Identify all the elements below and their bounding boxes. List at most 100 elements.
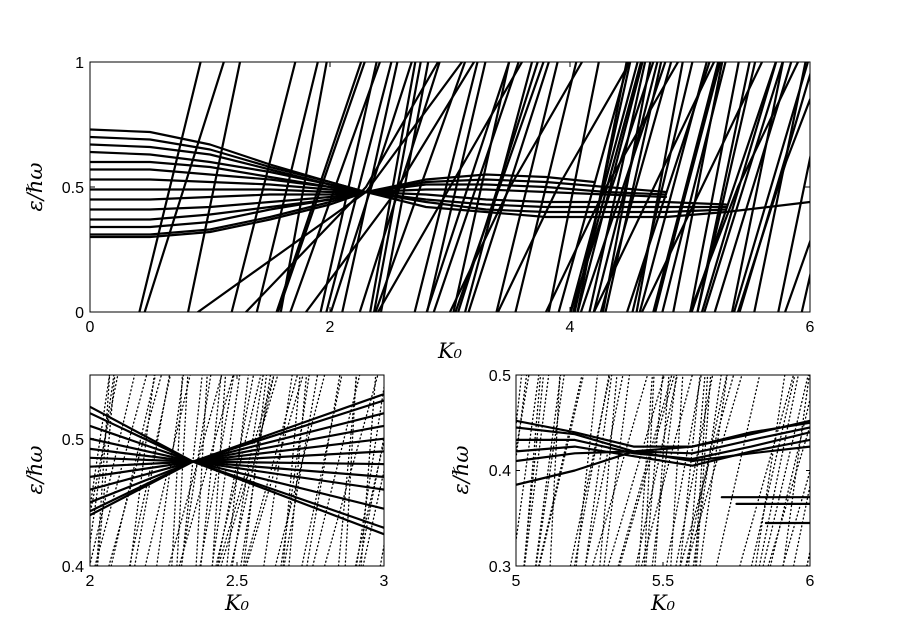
br-background-line (573, 375, 610, 566)
br-background-line (584, 375, 613, 566)
bl-xtick-0: 2 (86, 573, 95, 590)
br-background-line (523, 375, 542, 566)
bl-background-line (90, 375, 111, 513)
bl-background-line (168, 375, 223, 566)
bl-background-line (360, 375, 377, 566)
bl-background-line (358, 433, 384, 566)
top-background-line (425, 62, 511, 312)
top-background-line (820, 62, 900, 312)
top-background-line (753, 62, 807, 312)
top-background-line (579, 62, 667, 312)
top-background-line (827, 62, 881, 312)
top-series-line (90, 190, 368, 229)
top-background-line (452, 62, 511, 312)
br-background-line (638, 375, 654, 566)
top-series-line (544, 62, 680, 312)
top-series-line (90, 190, 368, 236)
top-series-line (90, 178, 368, 194)
br-series-line (516, 445, 810, 463)
br-background-line (516, 375, 528, 464)
top-xtick-0: 0 (86, 319, 95, 336)
br-background-line (569, 375, 611, 566)
bl-background-line (134, 375, 171, 566)
top-background-line (426, 62, 487, 312)
bl-xlabel: K₀ (224, 591, 250, 615)
br-series (516, 419, 810, 525)
br-background-line (685, 375, 728, 566)
top-series-line (364, 178, 668, 194)
bl-background-line (355, 383, 384, 566)
bl-xtick-1: 2.5 (226, 573, 248, 590)
top-background-line (592, 62, 659, 312)
br-background-line (534, 375, 562, 566)
bl-background-line (216, 375, 255, 566)
bl-series-line (90, 393, 384, 517)
top-series-line (364, 190, 728, 206)
br-background-line (769, 396, 810, 566)
top-series (90, 62, 810, 312)
bl-background-line (337, 375, 358, 566)
top-series-line (640, 62, 764, 312)
top-ytick-0: 0 (75, 305, 84, 322)
top-background-line (599, 62, 673, 312)
br-background-line (739, 375, 795, 566)
bl-background-line (301, 375, 343, 566)
br-background-line (679, 375, 701, 566)
top-series-line (90, 190, 368, 239)
bl-background-line (362, 467, 384, 566)
top-series-line (90, 150, 368, 194)
bl-background-line (226, 375, 249, 566)
bl-background-line (243, 375, 299, 566)
bl-background-line (180, 375, 212, 566)
top-background-line (467, 62, 550, 312)
bl-background-line (263, 375, 293, 566)
br-background-line (607, 375, 666, 566)
br-ytick-2: 0.5 (489, 368, 511, 385)
top-series-line (90, 135, 368, 194)
top-xtick-3: 6 (806, 319, 815, 336)
br-background-line (516, 375, 540, 546)
top-background-line (547, 62, 600, 312)
br-background-line (603, 375, 631, 566)
top-background-line (464, 62, 534, 312)
top-ytick-2: 1 (75, 55, 84, 72)
top-background-line (413, 62, 479, 312)
bl-background-line (110, 375, 157, 566)
br-background-line (806, 551, 810, 566)
br-background-line (516, 375, 523, 432)
bottom-right-panel: 0.3 0.4 0.5 5 5.5 6 K₀ ε/ℏω (449, 368, 815, 615)
br-background-line (687, 375, 706, 566)
top-xlabel: K₀ (437, 339, 463, 363)
top-series-line (364, 190, 810, 219)
bl-background-line (144, 375, 191, 566)
top-background-line (777, 152, 810, 312)
br-background-line (692, 375, 722, 566)
br-background-line (618, 375, 676, 566)
top-background-line (138, 62, 202, 312)
bl-background-line (108, 375, 163, 566)
br-series-line (516, 419, 810, 448)
bl-background-line (195, 375, 208, 566)
bl-background-line (379, 541, 384, 566)
br-background-line (523, 375, 550, 566)
top-ticks (89, 61, 811, 313)
br-background-line (617, 375, 673, 566)
br-background-line (754, 375, 786, 566)
top-background-line (783, 238, 810, 312)
top-background-line (653, 62, 722, 312)
top-background-line (815, 62, 899, 312)
top-series-line (196, 62, 464, 312)
bl-background-line (96, 375, 116, 566)
bl-background-line (128, 375, 172, 566)
br-background-line (584, 375, 624, 566)
top-panel: 0 0.5 1 0 2 4 6 K₀ ε/ℏω (23, 55, 900, 363)
bl-background-line (180, 375, 203, 566)
br-ytick-0: 0.3 (489, 559, 511, 576)
br-ticks (515, 374, 811, 567)
br-xtick-2: 6 (806, 573, 815, 590)
bl-background-line (90, 375, 119, 517)
bl-xtick-2: 3 (380, 573, 389, 590)
top-xtick-2: 4 (566, 319, 575, 336)
br-ylabel: ε/ℏω (449, 446, 473, 495)
top-series-line (448, 62, 584, 312)
